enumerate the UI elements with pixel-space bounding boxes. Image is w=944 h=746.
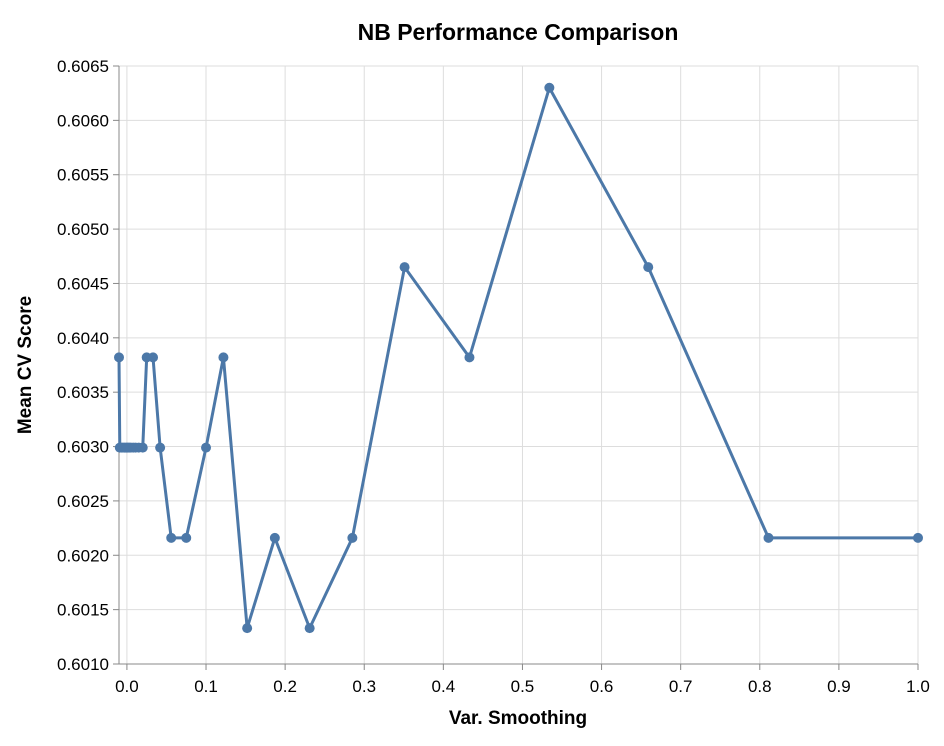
- data-point: [148, 352, 159, 363]
- y-tick-label: 0.6035: [57, 383, 109, 402]
- y-tick-label: 0.6015: [57, 601, 109, 620]
- y-axis-title: Mean CV Score: [15, 296, 36, 434]
- axes: 0.0 0.1 0.2 0.3 0.4 0.5 0.6 0.7 0.8 0.9 1.0 0.6010 0…: [57, 57, 930, 696]
- x-tick-label: 0.4: [432, 677, 456, 696]
- y-tick-label: 0.6050: [57, 220, 109, 239]
- series-layer: [114, 82, 923, 634]
- data-point: [181, 532, 192, 543]
- y-tick-label: 0.6010: [57, 655, 109, 674]
- y-tick-label: 0.6065: [57, 57, 109, 76]
- data-point: [137, 442, 148, 453]
- data-point: [347, 532, 358, 543]
- x-tick-label: 0.0: [115, 677, 139, 696]
- data-point: [544, 82, 555, 93]
- x-tick-label: 0.3: [352, 677, 376, 696]
- y-tick-label: 0.6055: [57, 166, 109, 185]
- data-point: [218, 352, 229, 363]
- data-point: [643, 262, 654, 273]
- y-tick-label: 0.6030: [57, 438, 109, 457]
- x-tick-label: 0.9: [827, 677, 851, 696]
- series-line: [117, 83, 918, 632]
- x-tick-label: 0.2: [273, 677, 297, 696]
- data-point: [304, 623, 315, 634]
- x-tick-label: 0.6: [590, 677, 614, 696]
- data-point: [201, 442, 212, 453]
- x-tick-label: 1.0: [906, 677, 930, 696]
- x-tick-label: 0.1: [194, 677, 218, 696]
- data-point: [166, 532, 177, 543]
- x-tick-label: 0.7: [669, 677, 693, 696]
- data-point: [913, 532, 923, 543]
- data-point: [155, 442, 166, 453]
- y-tick-label: 0.6040: [57, 329, 109, 348]
- grid-lines: [119, 65, 919, 665]
- y-tick-label: 0.6045: [57, 274, 109, 293]
- data-point: [269, 532, 280, 543]
- data-point: [464, 352, 475, 363]
- y-tick-label: 0.6020: [57, 546, 109, 565]
- chart-title: NB Performance Comparison: [358, 19, 679, 45]
- data-point: [763, 532, 774, 543]
- data-point: [242, 623, 253, 634]
- y-tick-label: 0.6060: [57, 111, 109, 130]
- x-axis-title: Var. Smoothing: [449, 708, 587, 729]
- y-tick-label: 0.6025: [57, 492, 109, 511]
- x-tick-label: 0.5: [511, 677, 535, 696]
- x-tick-label: 0.8: [748, 677, 772, 696]
- data-point: [114, 352, 124, 363]
- data-point: [399, 262, 410, 273]
